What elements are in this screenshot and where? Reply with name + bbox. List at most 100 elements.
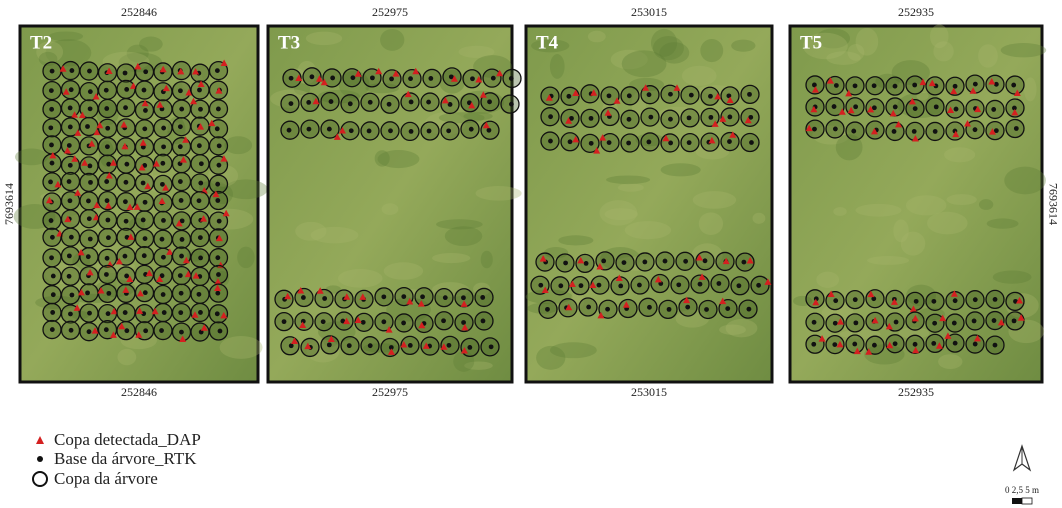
tree-base — [912, 129, 917, 134]
vegetation-patch — [752, 213, 765, 224]
tree-base — [597, 283, 602, 288]
tree-base — [893, 84, 898, 89]
tree-base — [68, 312, 73, 317]
tree-base — [388, 128, 393, 133]
tree-base — [197, 198, 202, 203]
tree-base — [282, 319, 287, 324]
tree-base — [198, 255, 203, 260]
tree-base — [69, 235, 74, 240]
vegetation-patch — [550, 54, 565, 79]
tree-base — [446, 128, 451, 133]
tree-base — [143, 328, 148, 333]
tree-base — [198, 310, 203, 315]
tree-base — [287, 128, 292, 133]
tree-base — [637, 283, 642, 288]
tree-base — [605, 307, 610, 312]
tree-base — [105, 126, 110, 131]
tree-base — [327, 127, 332, 132]
tree-base — [441, 318, 446, 323]
tree-base — [568, 139, 573, 144]
tree-base — [833, 298, 838, 303]
vegetation-patch — [378, 150, 420, 168]
tree-base — [368, 343, 373, 348]
tree-base — [198, 181, 203, 186]
tree-base — [668, 92, 673, 97]
right-coordinate: 7693614 — [1046, 183, 1060, 225]
tree-base — [993, 297, 998, 302]
tree-base — [106, 311, 111, 316]
tree-base — [601, 258, 606, 263]
tree-base — [931, 341, 936, 346]
tree-base — [215, 182, 220, 187]
tree-base — [991, 107, 996, 112]
tree-base — [685, 305, 690, 310]
vegetation-patch — [816, 272, 839, 288]
tree-base — [49, 143, 54, 148]
vegetation-patch — [481, 251, 493, 269]
vegetation-patch — [220, 336, 263, 359]
tree-base — [893, 341, 898, 346]
tree-base — [746, 307, 751, 312]
tree-base — [747, 92, 752, 97]
tree-base — [178, 310, 183, 315]
tree-base — [687, 115, 692, 120]
scale-bar — [1022, 498, 1032, 504]
tree-base — [443, 295, 448, 300]
tree-base — [143, 290, 148, 295]
tree-base — [215, 198, 220, 203]
tree-base — [143, 200, 148, 205]
vegetation-patch — [1024, 77, 1037, 101]
tree-base — [105, 256, 110, 261]
tree-base — [912, 83, 917, 88]
tree-base — [178, 273, 183, 278]
tree-base — [50, 69, 55, 74]
vegetation-patch — [979, 199, 993, 210]
tree-base — [106, 235, 111, 240]
tree-base — [104, 327, 109, 332]
vegetation-patch — [625, 221, 672, 239]
tree-base — [872, 343, 877, 348]
tree-base — [1011, 83, 1016, 88]
tree-base — [853, 320, 858, 325]
tree-base — [834, 83, 839, 88]
tree-base — [487, 99, 492, 104]
vegetation-patch — [927, 212, 968, 235]
top-coordinate: 252975 — [372, 5, 408, 19]
tree-base — [725, 306, 730, 311]
tree-base — [853, 83, 858, 88]
vegetation-patch — [682, 66, 717, 86]
legend-dot — [37, 456, 43, 462]
tree-base — [70, 293, 75, 298]
vegetation-patch — [550, 342, 597, 358]
tree-base — [69, 68, 74, 73]
tree-base — [161, 144, 166, 149]
tree-base — [104, 106, 109, 111]
tree-base — [973, 342, 978, 347]
tree-base — [716, 281, 721, 286]
tree-base — [952, 321, 957, 326]
vegetation-patch — [463, 112, 492, 120]
tree-base — [708, 94, 713, 99]
tree-base — [215, 255, 220, 260]
vegetation-patch — [993, 270, 1032, 283]
vegetation-patch — [867, 256, 909, 265]
vegetation-patch — [938, 354, 962, 369]
tree-base — [123, 254, 128, 259]
tree-base — [607, 93, 612, 98]
tree-base — [215, 68, 220, 73]
tree-base — [647, 92, 652, 97]
tree-base — [142, 126, 147, 131]
vegetation-patch — [901, 232, 926, 256]
tree-base — [217, 219, 222, 224]
tree-base — [381, 319, 386, 324]
tree-base — [143, 69, 148, 74]
scale-bar — [1012, 498, 1022, 504]
tree-base — [142, 88, 147, 93]
tree-base — [832, 104, 837, 109]
tree-base — [467, 345, 472, 350]
tree-base — [812, 320, 817, 325]
tree-base — [954, 107, 959, 112]
tree-base — [50, 310, 55, 315]
tree-base — [180, 237, 185, 242]
tree-base — [973, 297, 978, 302]
